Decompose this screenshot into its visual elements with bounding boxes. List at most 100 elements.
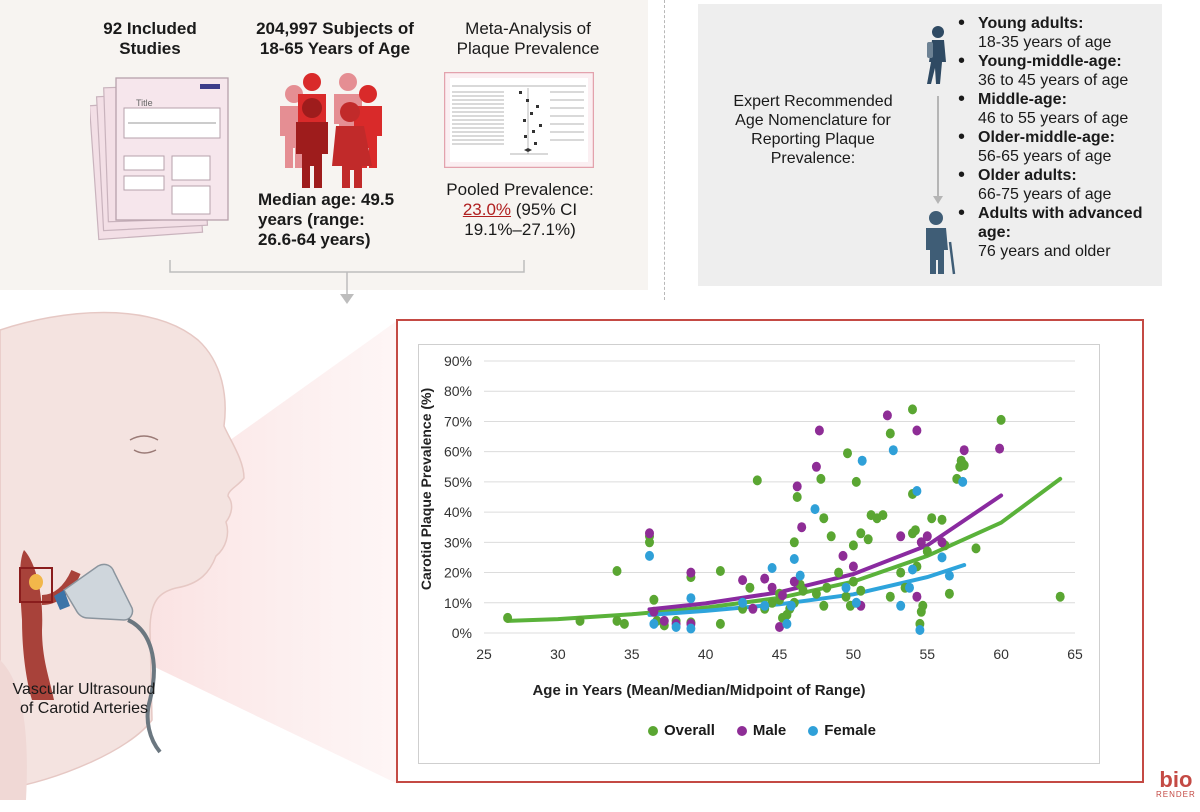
pooled-ci: (95% CI 19.1%–27.1%) <box>464 200 578 239</box>
y-tick-label: 90% <box>444 353 472 369</box>
legend-male: Male <box>736 722 786 739</box>
point-female <box>937 552 947 563</box>
point-male <box>738 575 748 586</box>
legend-female-dot <box>808 726 819 737</box>
legend-male-dot <box>736 726 747 737</box>
point-female <box>645 550 654 561</box>
point-male <box>882 410 892 421</box>
stacked-documents-icon <box>90 77 229 241</box>
point-overall <box>745 582 755 593</box>
point-overall <box>767 597 777 608</box>
point-overall <box>856 528 866 539</box>
point-female <box>686 623 696 634</box>
biorender-logo: bio RENDER <box>1156 767 1196 800</box>
point-overall <box>1055 591 1065 602</box>
point-male <box>775 622 784 632</box>
y-tick-label: 60% <box>444 444 472 460</box>
point-male <box>789 576 799 587</box>
point-female <box>738 597 748 608</box>
y-tick-label: 20% <box>444 565 472 581</box>
point-overall <box>996 414 1006 425</box>
point-overall <box>841 591 851 602</box>
point-male <box>937 537 947 548</box>
point-overall <box>645 537 654 548</box>
point-overall <box>885 591 895 602</box>
x-tick-label: 55 <box>919 646 935 662</box>
point-overall <box>918 600 928 611</box>
point-male <box>767 582 777 593</box>
point-female <box>789 554 799 564</box>
point-male <box>896 531 906 542</box>
chart-inner-frame <box>418 344 1100 764</box>
y-tick-label: 30% <box>444 534 472 550</box>
y-axis-label: Carotid Plaque Prevalence (%) <box>418 388 434 590</box>
point-overall <box>856 585 866 596</box>
point-overall <box>649 594 659 605</box>
x-tick-label: 65 <box>1067 646 1083 662</box>
point-overall <box>612 566 622 576</box>
point-male <box>916 537 926 548</box>
people-group-icon <box>280 73 382 188</box>
point-overall <box>922 546 932 557</box>
point-male <box>838 550 848 561</box>
trendline-male <box>647 493 1004 612</box>
nomenclature-item: Older adults:66-75 years of age <box>958 166 1158 204</box>
point-male <box>814 425 824 436</box>
chart-ticks: 0% 10% 20% 30% 40% 50% 60% 70% 80% 90% 25 30 35 40 45 5… <box>444 353 1083 662</box>
x-tick-label: 25 <box>476 646 492 662</box>
point-male <box>959 445 969 456</box>
section-divider <box>664 0 665 300</box>
point-female <box>908 564 917 575</box>
point-overall <box>619 618 629 629</box>
point-female <box>915 625 925 635</box>
scatter-chart: 0% 10% 20% 30% 40% 50% 60% 70% 80% 90% 25 30 35 40 45 5… <box>418 353 1083 699</box>
point-overall <box>927 513 937 524</box>
document-title-text: Title <box>136 98 153 108</box>
point-overall <box>826 531 836 542</box>
point-male <box>659 615 669 626</box>
point-overall <box>851 476 861 487</box>
point-overall <box>789 537 799 548</box>
point-female <box>905 582 914 593</box>
point-female <box>958 476 968 487</box>
point-overall <box>848 576 858 587</box>
trendline-female <box>647 563 967 617</box>
x-tick-label: 50 <box>846 646 862 662</box>
chart-grid <box>484 360 1075 634</box>
point-overall <box>896 567 906 578</box>
point-female <box>944 570 954 581</box>
legend-overall: Overall <box>648 722 715 739</box>
point-male <box>912 591 922 602</box>
y-tick-label: 50% <box>444 474 472 490</box>
point-overall <box>715 618 725 629</box>
nomenclature-item: Adults with advanced age:76 years and ol… <box>958 204 1158 261</box>
point-female <box>671 622 681 632</box>
point-female <box>888 445 898 456</box>
point-male <box>760 573 770 584</box>
point-male <box>995 443 1005 454</box>
point-female <box>760 600 770 611</box>
pooled-value: 23.0% <box>462 200 512 219</box>
studies-label: 92 Included Studies <box>103 19 197 58</box>
forest-plot-thumbnail <box>444 72 594 168</box>
point-male <box>778 590 787 601</box>
point-overall <box>878 510 888 521</box>
x-tick-label: 35 <box>624 646 640 662</box>
point-overall <box>843 448 852 459</box>
head-ultrasound-illustration <box>0 311 398 800</box>
nomenclature-item: Middle-age:46 to 55 years of age <box>958 90 1158 128</box>
point-female <box>896 600 906 611</box>
chart-points <box>503 404 1065 635</box>
point-overall <box>575 615 585 626</box>
point-overall <box>937 514 947 525</box>
y-tick-label: 70% <box>444 413 472 429</box>
x-axis-label: Age in Years (Mean/Median/Midpoint of Ra… <box>532 682 865 699</box>
point-overall <box>971 543 981 554</box>
point-overall <box>885 428 895 439</box>
point-overall <box>819 600 829 611</box>
point-male <box>748 603 758 614</box>
point-male <box>811 461 821 472</box>
age-progression-icon <box>926 26 956 275</box>
legend-overall-dot <box>648 726 658 737</box>
y-tick-label: 80% <box>444 383 472 399</box>
